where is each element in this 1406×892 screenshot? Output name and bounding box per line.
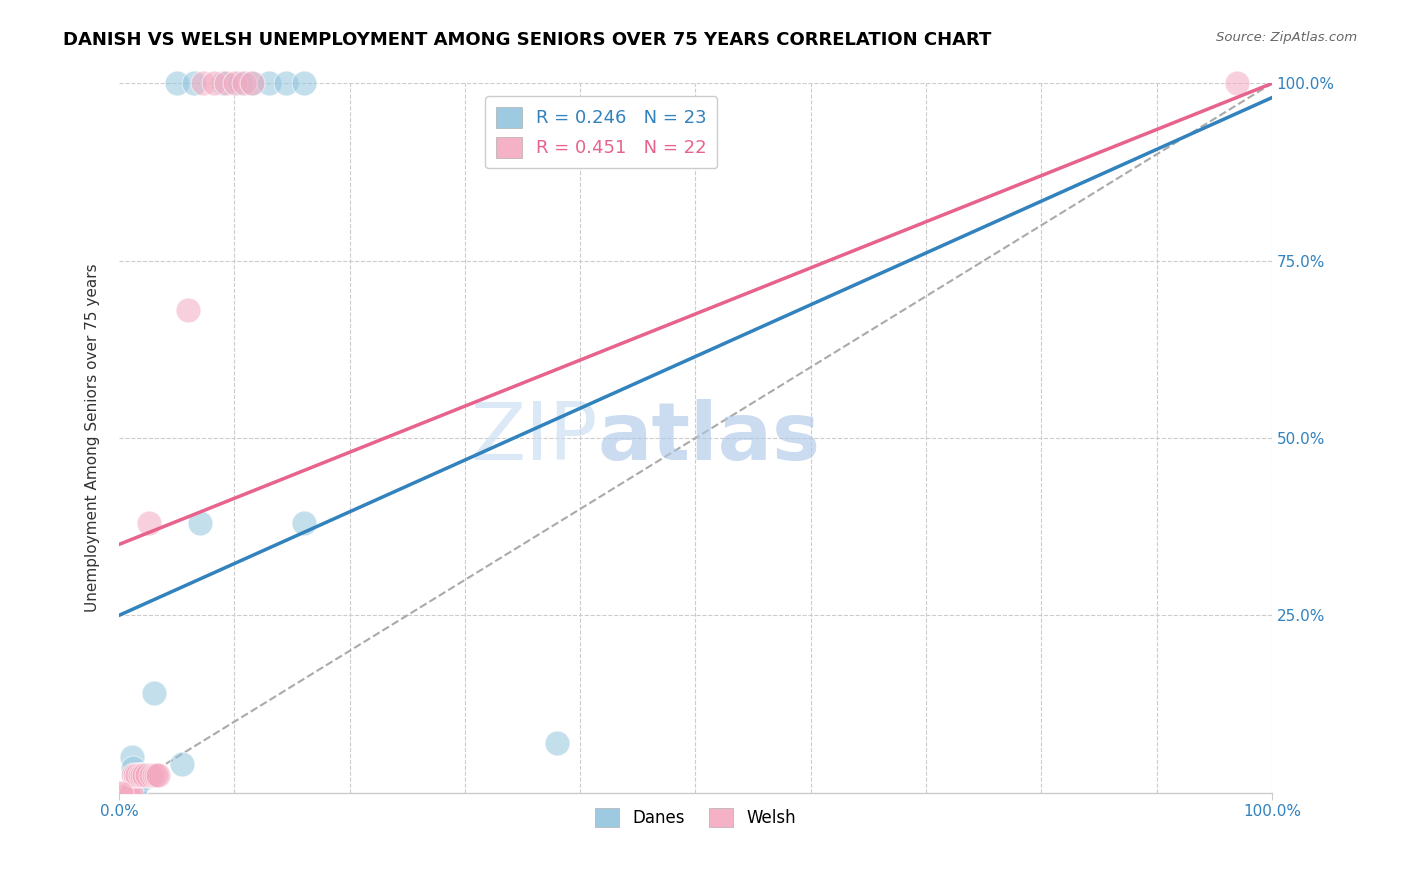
- Point: [122, 768, 145, 782]
- Point: [188, 516, 211, 530]
- Text: Source: ZipAtlas.com: Source: ZipAtlas.com: [1216, 31, 1357, 45]
- Point: [211, 77, 233, 91]
- Point: [115, 786, 138, 800]
- Point: [128, 772, 150, 786]
- Point: [118, 786, 141, 800]
- Point: [166, 77, 188, 91]
- Point: [148, 768, 170, 782]
- Point: [127, 772, 149, 786]
- Point: [136, 768, 159, 782]
- Point: [131, 768, 153, 782]
- Point: [110, 786, 132, 800]
- Point: [128, 768, 150, 782]
- Point: [229, 77, 252, 91]
- Point: [1226, 77, 1249, 91]
- Point: [193, 77, 215, 91]
- Point: [122, 761, 145, 775]
- Point: [115, 786, 138, 800]
- Point: [141, 768, 163, 782]
- Point: [115, 786, 138, 800]
- Point: [111, 786, 134, 800]
- Point: [131, 768, 153, 782]
- Point: [183, 77, 205, 91]
- Text: DANISH VS WELSH UNEMPLOYMENT AMONG SENIORS OVER 75 YEARS CORRELATION CHART: DANISH VS WELSH UNEMPLOYMENT AMONG SENIO…: [63, 31, 991, 49]
- Point: [240, 77, 263, 91]
- Point: [172, 757, 194, 772]
- Point: [215, 77, 238, 91]
- Point: [127, 768, 149, 782]
- Point: [134, 768, 156, 782]
- Point: [546, 736, 568, 750]
- Point: [118, 786, 141, 800]
- Point: [276, 77, 298, 91]
- Point: [141, 768, 163, 782]
- Point: [145, 768, 167, 782]
- Point: [117, 786, 139, 800]
- Point: [124, 782, 146, 797]
- Point: [115, 786, 138, 800]
- Point: [138, 516, 160, 530]
- Point: [120, 786, 142, 800]
- Point: [177, 303, 200, 318]
- Point: [142, 768, 165, 782]
- Point: [128, 768, 150, 782]
- Point: [125, 779, 148, 793]
- Point: [134, 772, 156, 786]
- Point: [114, 786, 136, 800]
- Legend: Danes, Welsh: Danes, Welsh: [589, 801, 803, 834]
- Point: [117, 786, 139, 800]
- Point: [129, 768, 152, 782]
- Point: [110, 786, 132, 800]
- Point: [232, 77, 254, 91]
- Y-axis label: Unemployment Among Seniors over 75 years: Unemployment Among Seniors over 75 years: [86, 264, 100, 613]
- Point: [224, 77, 246, 91]
- Point: [142, 686, 165, 700]
- Point: [257, 77, 280, 91]
- Text: ZIP: ZIP: [470, 399, 598, 477]
- Point: [112, 786, 135, 800]
- Point: [202, 77, 225, 91]
- Text: atlas: atlas: [598, 399, 821, 477]
- Point: [122, 782, 145, 797]
- Point: [120, 786, 142, 800]
- Point: [240, 77, 263, 91]
- Point: [121, 750, 143, 764]
- Point: [135, 768, 157, 782]
- Point: [124, 768, 146, 782]
- Point: [292, 516, 315, 530]
- Point: [292, 77, 315, 91]
